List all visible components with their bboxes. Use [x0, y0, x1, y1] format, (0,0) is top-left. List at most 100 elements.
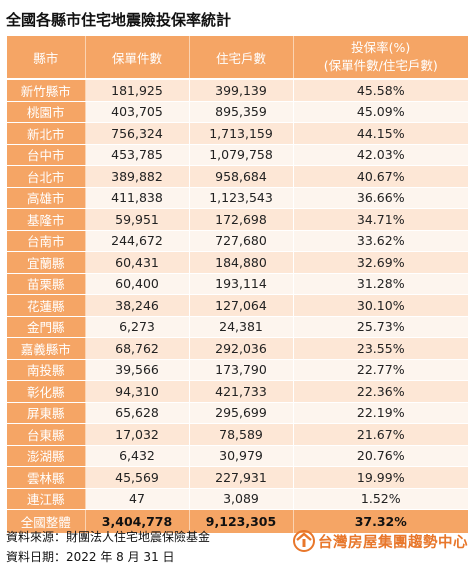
header-rate-line2: (保單件數/住宅戶數): [323, 58, 438, 73]
row-households: 1,123,543: [189, 187, 294, 209]
table-body: 新竹縣市 181,925 399,139 45.58% 桃園市 403,705 895,35…: [7, 79, 468, 510]
row-policies: 59,951: [85, 208, 190, 231]
row-rate: 30.10%: [293, 294, 468, 317]
row-households: 227,931: [189, 466, 294, 489]
row-county: 新竹縣市: [7, 79, 86, 102]
header-households: 住宅戶數: [189, 36, 294, 80]
row-policies: 756,324: [85, 122, 190, 145]
row-policies: 68,762: [85, 337, 190, 360]
row-policies: 6,432: [85, 445, 190, 467]
row-households: 24,381: [189, 316, 294, 338]
row-policies: 47: [85, 488, 190, 510]
total-households: 9,123,305: [189, 509, 294, 533]
table-row: 高雄市 411,838 1,123,543 36.66%: [7, 187, 468, 209]
row-county: 台北市: [7, 165, 86, 188]
page-title: 全國各縣市住宅地震險投保率統計: [6, 11, 232, 29]
header-rate: 投保率(%) (保單件數/住宅戶數): [293, 36, 468, 80]
date-note: 資料日期：2022 年 8 月 31 日: [6, 550, 175, 564]
row-rate: 25.73%: [293, 316, 468, 338]
table-row: 基隆市 59,951 172,698 34.71%: [7, 208, 468, 231]
row-policies: 38,246: [85, 294, 190, 317]
total-rate: 37.32%: [293, 509, 468, 533]
row-county: 澎湖縣: [7, 445, 86, 467]
row-county: 苗栗縣: [7, 273, 86, 295]
row-households: 193,114: [189, 273, 294, 295]
row-rate: 21.67%: [293, 423, 468, 446]
table-row: 屏東縣 65,628 295,699 22.19%: [7, 402, 468, 424]
row-county: 嘉義縣市: [7, 337, 86, 360]
row-rate: 32.69%: [293, 251, 468, 274]
row-rate: 33.62%: [293, 230, 468, 252]
row-county: 高雄市: [7, 187, 86, 209]
table-row: 彰化縣 94,310 421,733 22.36%: [7, 380, 468, 403]
row-rate: 22.77%: [293, 359, 468, 381]
table-row: 桃園市 403,705 895,359 45.09%: [7, 101, 468, 123]
row-rate: 22.36%: [293, 380, 468, 403]
row-county: 花蓮縣: [7, 294, 86, 317]
source-note: 資料來源：財團法人住宅地震保險基金: [6, 530, 211, 544]
row-rate: 36.66%: [293, 187, 468, 209]
row-households: 127,064: [189, 294, 294, 317]
table-row: 台東縣 17,032 78,589 21.67%: [7, 423, 468, 446]
row-county: 彰化縣: [7, 380, 86, 403]
row-policies: 60,400: [85, 273, 190, 295]
table-row: 新竹縣市 181,925 399,139 45.58%: [7, 79, 468, 102]
row-policies: 45,569: [85, 466, 190, 489]
row-households: 958,684: [189, 165, 294, 188]
row-policies: 60,431: [85, 251, 190, 274]
table-row: 嘉義縣市 68,762 292,036 23.55%: [7, 337, 468, 360]
header-rate-line1: 投保率(%): [351, 40, 411, 55]
table-row: 宜蘭縣 60,431 184,880 32.69%: [7, 251, 468, 274]
row-rate: 1.52%: [293, 488, 468, 510]
row-households: 30,979: [189, 445, 294, 467]
row-households: 3,089: [189, 488, 294, 510]
row-county: 台東縣: [7, 423, 86, 446]
row-rate: 45.09%: [293, 101, 468, 123]
total-row: 全國整體 3,404,778 9,123,305 37.32%: [7, 509, 468, 533]
row-county: 雲林縣: [7, 466, 86, 489]
row-households: 399,139: [189, 79, 294, 102]
table-row: 台中市 453,785 1,079,758 42.03%: [7, 144, 468, 166]
row-rate: 44.15%: [293, 122, 468, 145]
row-policies: 94,310: [85, 380, 190, 403]
row-county: 台中市: [7, 144, 86, 166]
table-row: 連江縣 47 3,089 1.52%: [7, 488, 468, 510]
row-rate: 19.99%: [293, 466, 468, 489]
row-households: 295,699: [189, 402, 294, 424]
table-row: 澎湖縣 6,432 30,979 20.76%: [7, 445, 468, 467]
row-county: 基隆市: [7, 208, 86, 231]
table-row: 苗栗縣 60,400 193,114 31.28%: [7, 273, 468, 295]
row-policies: 244,672: [85, 230, 190, 252]
table-row: 金門縣 6,273 24,381 25.73%: [7, 316, 468, 338]
row-households: 78,589: [189, 423, 294, 446]
row-rate: 20.76%: [293, 445, 468, 467]
row-policies: 403,705: [85, 101, 190, 123]
row-policies: 389,882: [85, 165, 190, 188]
row-households: 292,036: [189, 337, 294, 360]
row-rate: 22.19%: [293, 402, 468, 424]
header-policies: 保單件數: [85, 36, 190, 80]
row-county: 金門縣: [7, 316, 86, 338]
table-row: 南投縣 39,566 173,790 22.77%: [7, 359, 468, 381]
table-row: 新北市 756,324 1,713,159 44.15%: [7, 122, 468, 145]
row-rate: 23.55%: [293, 337, 468, 360]
row-county: 台南市: [7, 230, 86, 252]
row-households: 173,790: [189, 359, 294, 381]
table-row: 台南市 244,672 727,680 33.62%: [7, 230, 468, 252]
row-households: 895,359: [189, 101, 294, 123]
row-households: 1,713,159: [189, 122, 294, 145]
row-county: 連江縣: [7, 488, 86, 510]
row-policies: 453,785: [85, 144, 190, 166]
house-roof-icon: [293, 530, 315, 552]
total-county: 全國整體: [7, 509, 86, 533]
logo-text: 台灣房屋集團趨勢中心: [318, 534, 468, 551]
table-row: 雲林縣 45,569 227,931 19.99%: [7, 466, 468, 489]
row-county: 屏東縣: [7, 402, 86, 424]
row-households: 1,079,758: [189, 144, 294, 166]
row-policies: 39,566: [85, 359, 190, 381]
row-households: 727,680: [189, 230, 294, 252]
row-households: 421,733: [189, 380, 294, 403]
table-row: 台北市 389,882 958,684 40.67%: [7, 165, 468, 188]
row-county: 桃園市: [7, 101, 86, 123]
row-policies: 65,628: [85, 402, 190, 424]
